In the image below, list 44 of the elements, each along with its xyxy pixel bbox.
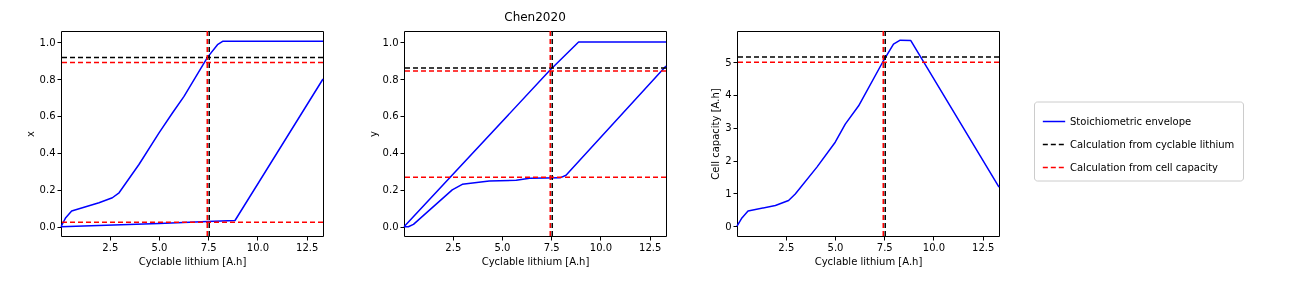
- x-tick-label: 7.5: [543, 241, 560, 253]
- x-tick-label: 7.5: [200, 241, 217, 253]
- y-axis-title: y: [367, 130, 379, 137]
- x-tick-label: 5.0: [151, 241, 168, 253]
- y-tick-label: 0.6: [39, 110, 56, 122]
- y-tick-label: 0.4: [382, 147, 399, 159]
- x-axis-title: Cyclable lithium [A.h]: [481, 255, 590, 267]
- x-tick-label: 12.5: [639, 241, 662, 253]
- y-tick-label: 1: [725, 187, 732, 199]
- y-tick-label: 3: [725, 122, 732, 134]
- y-tick-label: 0.4: [39, 147, 56, 159]
- y-tick-label: 0.0: [39, 221, 56, 233]
- x-axis-title: Cyclable lithium [A.h]: [814, 255, 923, 267]
- y-tick-label: 0: [725, 220, 732, 232]
- y-tick-label: 1.0: [382, 36, 399, 48]
- y-axis-title: Cell capacity [A.h]: [710, 88, 722, 180]
- x-tick-label: 2.5: [445, 241, 462, 253]
- y-tick-label: 0.8: [39, 73, 56, 85]
- x-tick-label: 5.0: [827, 241, 844, 253]
- x-tick-label: 10.0: [589, 241, 613, 253]
- chart-title: Chen2020: [504, 10, 566, 25]
- legend-label: Calculation from cyclable lithium: [1070, 138, 1235, 150]
- y-tick-label: 0.6: [382, 110, 399, 122]
- y-tick-label: 0.8: [382, 73, 399, 85]
- x-tick-label: 10.0: [246, 241, 270, 253]
- y-tick-label: 2: [725, 155, 732, 167]
- y-tick-label: 0.2: [382, 184, 399, 196]
- line-series: [736, 39, 1000, 227]
- x-tick-label: 10.0: [922, 241, 946, 253]
- legend-label: Stoichiometric envelope: [1070, 115, 1192, 127]
- legend-label: Calculation from cell capacity: [1070, 161, 1219, 173]
- y-tick-label: 0.2: [39, 184, 56, 196]
- y-tick-label: 4: [725, 89, 732, 101]
- x-tick-label: 2.5: [778, 241, 795, 253]
- x-tick-label: 12.5: [972, 241, 995, 253]
- x-tick-label: 7.5: [876, 241, 893, 253]
- y-tick-label: 5: [725, 56, 732, 68]
- x-tick-label: 5.0: [494, 241, 511, 253]
- x-tick-label: 2.5: [102, 241, 119, 253]
- y-tick-label: 0.0: [382, 221, 399, 233]
- y-axis-title: x: [24, 130, 36, 137]
- x-axis-title: Cyclable lithium [A.h]: [138, 255, 247, 267]
- x-tick-label: 12.5: [296, 241, 319, 253]
- y-tick-label: 1.0: [39, 36, 56, 48]
